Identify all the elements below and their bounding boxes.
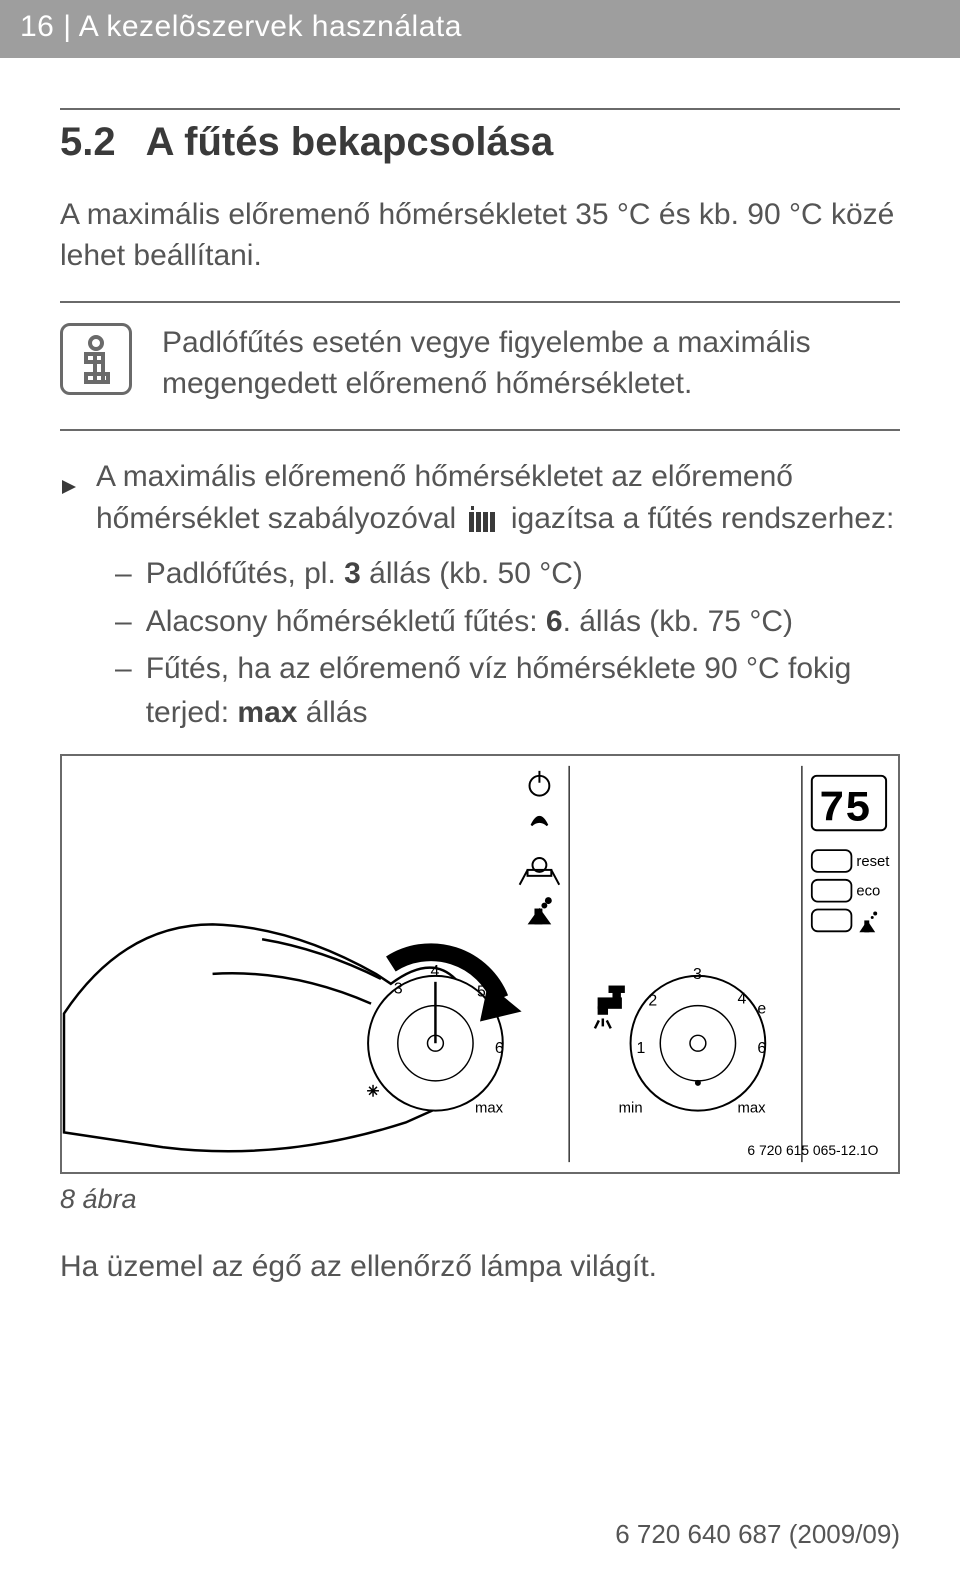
header-title: A kezelõszervek használata [79,10,462,43]
section-title: A fűtés bekapcsolása [146,120,554,165]
sub-bold: max [237,696,297,729]
dial-label: 3 [394,981,403,998]
list-item: – Fűtés, ha az előremenő víz hőmérséklet… [115,647,900,734]
section-number: 5.2 [60,120,116,165]
sub-bold: 3 [344,557,361,590]
dial-label: e [757,1001,766,1018]
sub-bold: 6 [546,605,563,638]
dial-label: 6 [757,1040,766,1057]
dial-label: max [475,1101,504,1117]
instruction-post: igazítsa a fűtés rendszerhez: [503,502,895,535]
instruction-main: A maximális előremenő hőmérsékletet az e… [60,456,900,544]
section-heading: 5.2 A fűtés bekapcsolása [60,120,900,165]
figure-code: 6 720 615 065-12.1O [747,1142,878,1158]
arrow-icon [60,466,78,508]
info-icon [60,323,132,395]
header-bar: 16 | A kezelõszervek használata [0,0,960,58]
sub-post: állás [297,696,367,729]
dial-label: max [738,1101,767,1117]
closing-text: Ha üzemel az égő az ellenőrző lámpa vilá… [60,1250,900,1284]
dial-label: 4 [738,991,747,1008]
dial-label: 3 [693,966,702,983]
dial-label: 5 [477,984,486,1001]
list-item: – Alacsony hőmérsékletű fűtés: 6. állás … [115,600,900,644]
footer-code: 6 720 640 687 (2009/09) [615,1519,900,1550]
radiator-icon [469,502,499,544]
divider [60,429,900,431]
dial-label: 2 [648,993,657,1010]
dash-icon: – [115,552,132,596]
list-item: – Padlófűtés, pl. 3 állás (kb. 50 °C) [115,552,900,596]
dial-label: 1 [636,1040,645,1057]
page-number: 16 [20,10,54,43]
sub-list: – Padlófűtés, pl. 3 állás (kb. 50 °C) – … [115,552,900,734]
figure: 3 4 5 6 max [60,754,900,1174]
instruction-block: A maximális előremenő hőmérsékletet az e… [60,456,900,734]
intro-text: A maximális előremenő hőmérsékletet 35 °… [60,195,900,276]
sub-post: . állás (kb. 75 °C) [563,605,793,638]
button-label: eco [856,884,880,900]
dial-label: min [619,1101,643,1117]
dial-label: 4 [430,963,439,980]
sub-pre: Alacsony hőmérsékletű fűtés: [146,605,546,638]
dash-icon: – [115,600,132,644]
display-value: 75 [819,785,871,834]
button-label: reset [856,854,890,870]
figure-caption: 8 ábra [60,1184,900,1215]
dash-icon: – [115,647,132,734]
dial-label: 6 [495,1040,504,1057]
sub-post: állás (kb. 50 °C) [361,557,583,590]
info-row: Padlófűtés esetén vegye figyelembe a max… [60,303,900,429]
sub-pre: Padlófűtés, pl. [146,557,344,590]
divider [60,108,900,110]
info-text: Padlófűtés esetén vegye figyelembe a max… [162,323,900,404]
